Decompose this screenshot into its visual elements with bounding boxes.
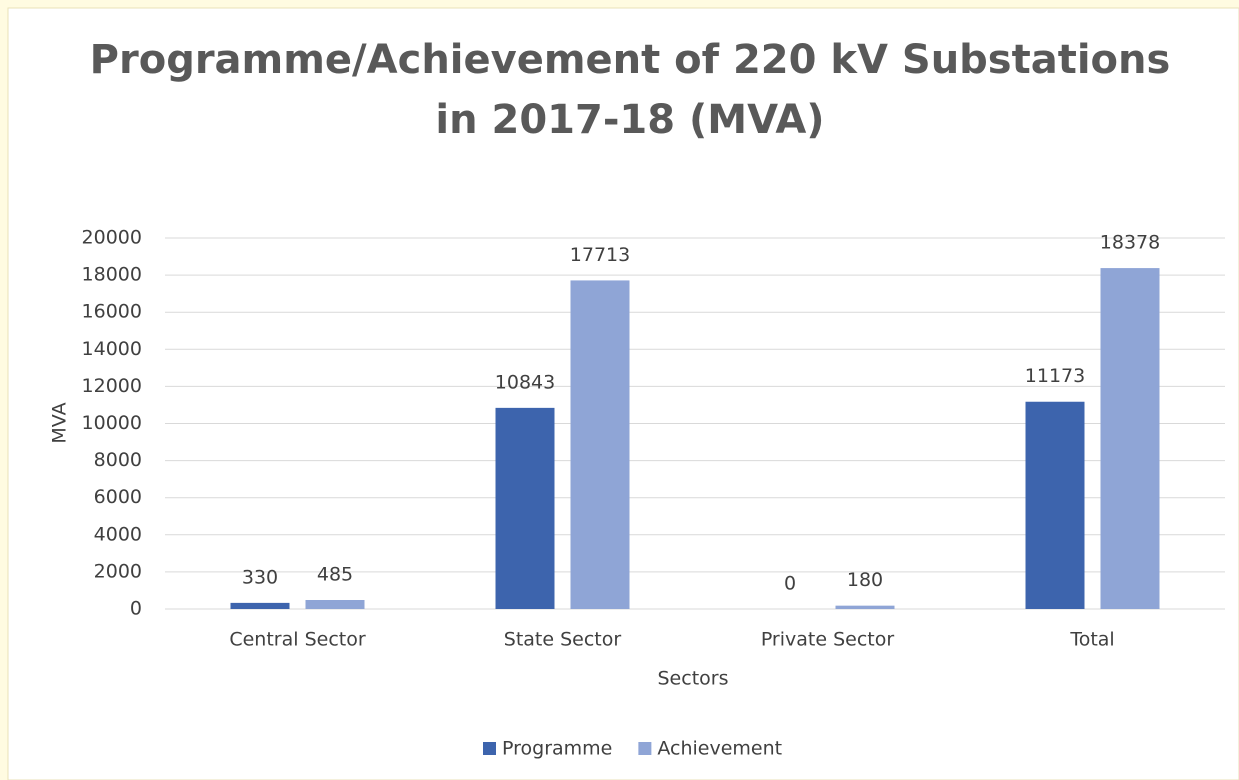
data-label: 11173 [1025,365,1085,387]
bar [1025,401,1085,609]
bar [835,605,895,609]
y-tick-label: 16000 [82,301,142,323]
bar [1100,268,1160,609]
y-tick-label: 12000 [82,375,142,397]
data-label: 0 [784,573,796,595]
y-tick-label: 2000 [94,560,142,582]
x-tick-label: Central Sector [229,629,365,651]
legend-swatch [483,742,496,755]
data-label: 485 [317,564,353,586]
data-label: 180 [847,569,883,591]
bar [495,407,555,609]
y-tick-label: 4000 [94,523,142,545]
legend-label: Programme [502,738,612,760]
x-tick-label: Private Sector [761,629,895,651]
chart-title: in 2017-18 (MVA) [435,97,824,143]
data-label: 10843 [495,371,555,393]
chart-title: Programme/Achievement of 220 kV Substati… [90,37,1171,83]
y-tick-label: 6000 [94,486,142,508]
y-axis-label: MVA [49,402,71,443]
x-axis-label: Sectors [658,668,729,690]
bar [305,600,365,609]
y-tick-label: 20000 [82,227,142,249]
bar [570,280,630,609]
data-label: 330 [242,566,278,588]
data-label: 17713 [570,244,630,266]
x-tick-label: State Sector [504,629,622,651]
y-tick-label: 18000 [82,264,142,286]
y-tick-label: 0 [130,598,142,620]
legend-label: Achievement [657,738,782,760]
y-tick-label: 8000 [94,449,142,471]
y-tick-label: 10000 [82,412,142,434]
legend-swatch [638,742,652,755]
bar [230,602,290,609]
data-label: 18378 [1100,232,1160,254]
x-tick-label: Total [1069,629,1114,651]
y-tick-label: 14000 [82,338,142,360]
